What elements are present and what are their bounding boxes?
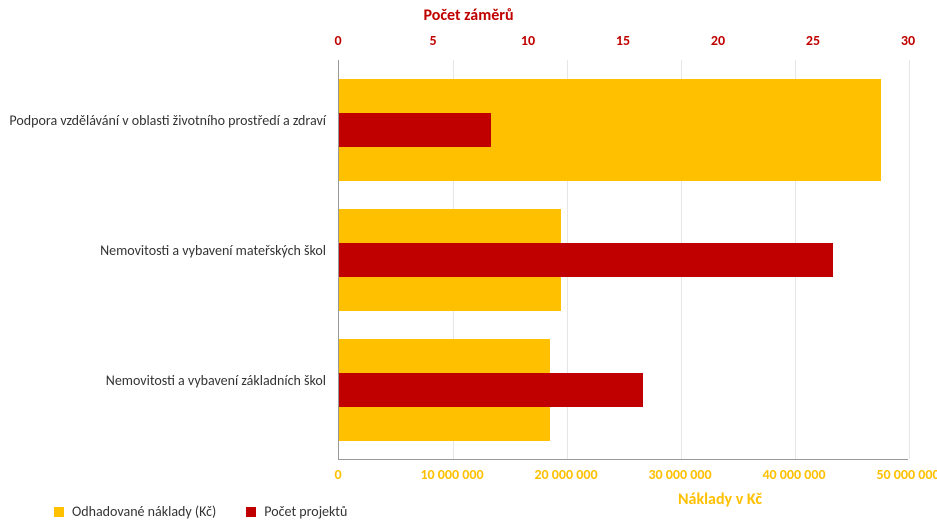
legend-item-odhad: Odhadované náklady (Kč): [54, 503, 216, 520]
chart-container: Počet záměrů 0 5 10 15 20 25 30 Podpora vzdělá…: [0, 0, 937, 532]
legend-swatch-icon: [246, 507, 256, 517]
bar-pocet: [339, 113, 491, 147]
bottom-tick: 50 000 000: [876, 466, 937, 483]
top-tick: 30: [901, 32, 915, 49]
bottom-tick: 10 000 000: [420, 466, 483, 483]
category-label: Nemovitosti a vybavení mateřských škol: [0, 242, 334, 260]
gridline: [909, 60, 910, 459]
top-tick: 25: [806, 32, 820, 49]
top-tick: 5: [429, 32, 436, 49]
legend-swatch-icon: [54, 507, 64, 517]
legend-label-pocet: Počet projektů: [264, 503, 347, 520]
top-tick: 10: [521, 32, 535, 49]
top-tick: 0: [334, 32, 341, 49]
bottom-tick: 40 000 000: [762, 466, 825, 483]
bottom-tick: 0: [334, 466, 341, 483]
bottom-tick: 30 000 000: [648, 466, 711, 483]
plot-area: [338, 60, 908, 460]
bottom-tick: 20 000 000: [534, 466, 597, 483]
top-axis-title: Počet záměrů: [423, 6, 513, 25]
category-label: Nemovitosti a vybavení základních škol: [0, 372, 334, 390]
top-tick: 20: [711, 32, 725, 49]
legend-item-pocet: Počet projektů: [246, 503, 347, 520]
bar-pocet: [339, 243, 833, 277]
bar-pocet: [339, 373, 643, 407]
top-tick: 15: [616, 32, 630, 49]
category-label: Podpora vzdělávání v oblasti životního p…: [0, 112, 334, 130]
legend-label-odhad: Odhadované náklady (Kč): [72, 503, 216, 520]
legend: Odhadované náklady (Kč) Počet projektů: [54, 503, 347, 520]
bottom-axis-title: Náklady v Kč: [678, 490, 762, 509]
